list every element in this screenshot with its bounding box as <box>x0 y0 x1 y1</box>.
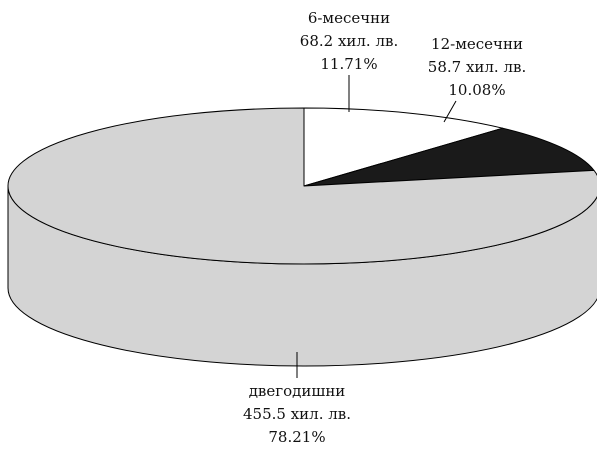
slice-label-6-month-percent: 11.71% <box>320 55 377 73</box>
slice-label-12-month-name: 12-месечни <box>431 35 523 53</box>
pie-slice-12-месечни <box>303 127 595 187</box>
pie-top-layer <box>7 107 597 265</box>
slice-label-two-year-value: 455.5 хил. лв. <box>243 405 351 423</box>
slice-label-12-month: 12-месечни 58.7 хил. лв. 10.08% <box>428 35 526 99</box>
slice-label-6-month-name: 6-месечни <box>308 9 390 27</box>
slice-label-12-month-value: 58.7 хил. лв. <box>428 58 526 76</box>
pie-slice-6-месечни <box>303 107 504 187</box>
slice-label-6-month: 6-месечни 68.2 хил. лв. 11.71% <box>300 9 398 73</box>
slice-label-two-year-name: двегодишни <box>249 382 346 400</box>
slice-label-12-month-percent: 10.08% <box>448 81 505 99</box>
slice-label-6-month-value: 68.2 хил. лв. <box>300 32 398 50</box>
slice-label-two-year: двегодишни 455.5 хил. лв. 78.21% <box>243 382 351 446</box>
pie-slice-двегодишни <box>7 107 597 265</box>
slice-label-two-year-percent: 78.21% <box>268 428 325 446</box>
leader-lines <box>296 75 457 378</box>
leader-line-12-месечни <box>443 100 457 123</box>
